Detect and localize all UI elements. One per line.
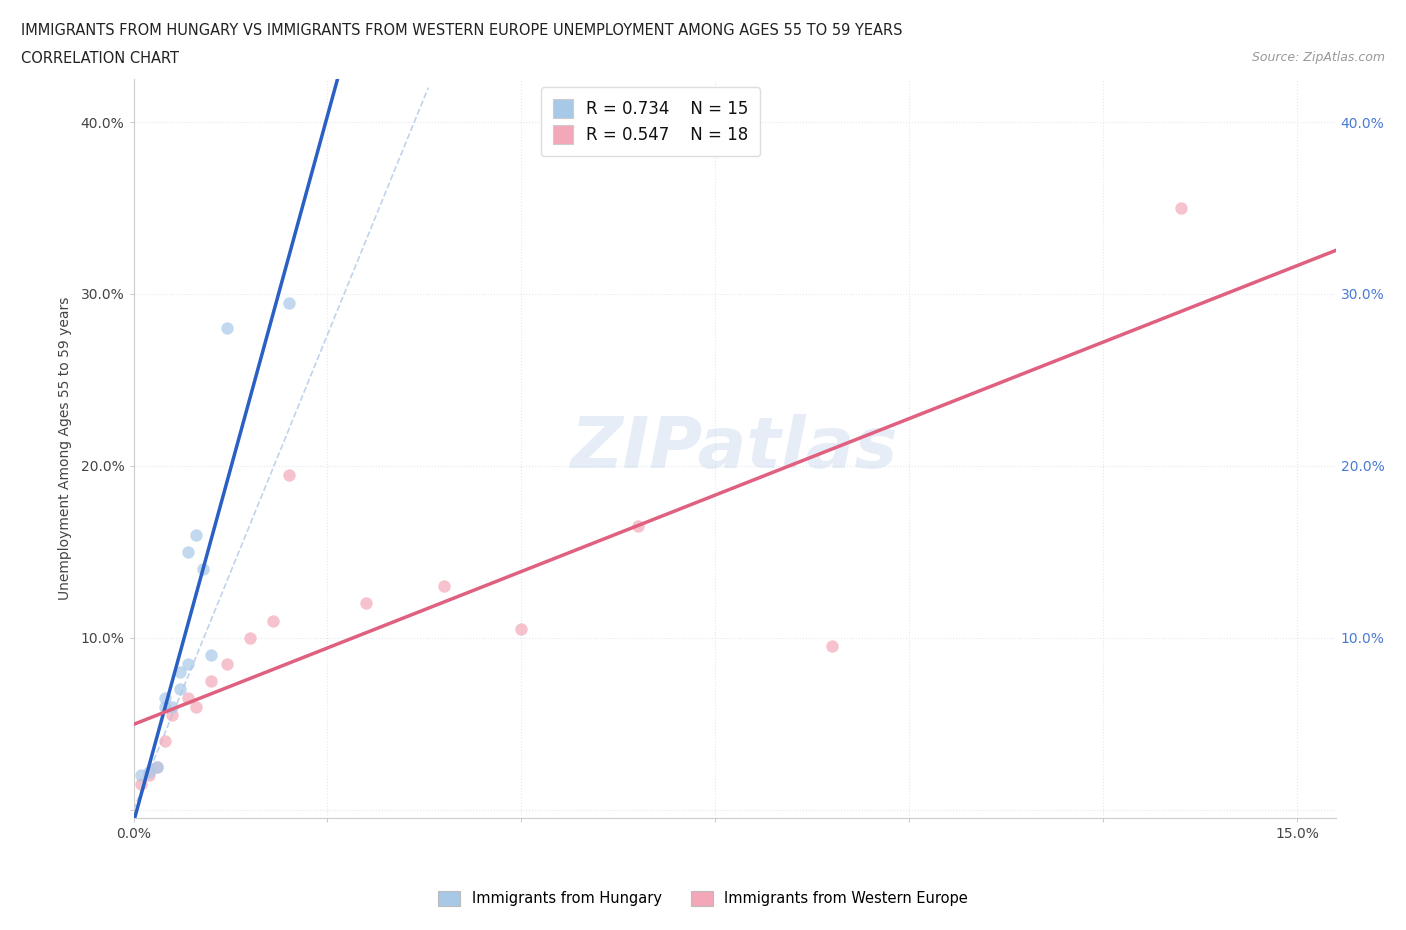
Text: Source: ZipAtlas.com: Source: ZipAtlas.com xyxy=(1251,51,1385,64)
Text: CORRELATION CHART: CORRELATION CHART xyxy=(21,51,179,66)
Point xyxy=(153,691,176,706)
Point xyxy=(200,647,222,662)
Point xyxy=(162,699,184,714)
Point xyxy=(138,768,160,783)
Point xyxy=(184,527,207,542)
Point xyxy=(239,631,262,645)
Point xyxy=(177,657,200,671)
Text: ZIPatlas: ZIPatlas xyxy=(571,414,898,484)
Point xyxy=(215,657,238,671)
Legend: Immigrants from Hungary, Immigrants from Western Europe: Immigrants from Hungary, Immigrants from… xyxy=(430,884,976,913)
Point xyxy=(177,544,200,559)
Point xyxy=(627,519,650,534)
Point xyxy=(277,467,299,482)
Point xyxy=(354,596,377,611)
Point xyxy=(433,578,456,593)
Point xyxy=(193,562,215,577)
Point xyxy=(162,708,184,723)
Point xyxy=(510,622,533,637)
Point xyxy=(184,699,207,714)
Point xyxy=(215,321,238,336)
Text: IMMIGRANTS FROM HUNGARY VS IMMIGRANTS FROM WESTERN EUROPE UNEMPLOYMENT AMONG AGE: IMMIGRANTS FROM HUNGARY VS IMMIGRANTS FR… xyxy=(21,23,903,38)
Point xyxy=(820,639,842,654)
Point xyxy=(153,734,176,749)
Point xyxy=(153,699,176,714)
Point xyxy=(1170,201,1192,216)
Point xyxy=(262,613,284,628)
Point xyxy=(146,760,169,775)
Point xyxy=(131,768,153,783)
Legend: R = 0.734    N = 15, R = 0.547    N = 18: R = 0.734 N = 15, R = 0.547 N = 18 xyxy=(541,87,761,156)
Point xyxy=(146,760,169,775)
Point xyxy=(177,691,200,706)
Point xyxy=(277,295,299,310)
Point xyxy=(169,682,191,697)
Point xyxy=(138,764,160,779)
Y-axis label: Unemployment Among Ages 55 to 59 years: Unemployment Among Ages 55 to 59 years xyxy=(58,297,72,601)
Point xyxy=(200,673,222,688)
Point xyxy=(169,665,191,680)
Point xyxy=(131,777,153,791)
